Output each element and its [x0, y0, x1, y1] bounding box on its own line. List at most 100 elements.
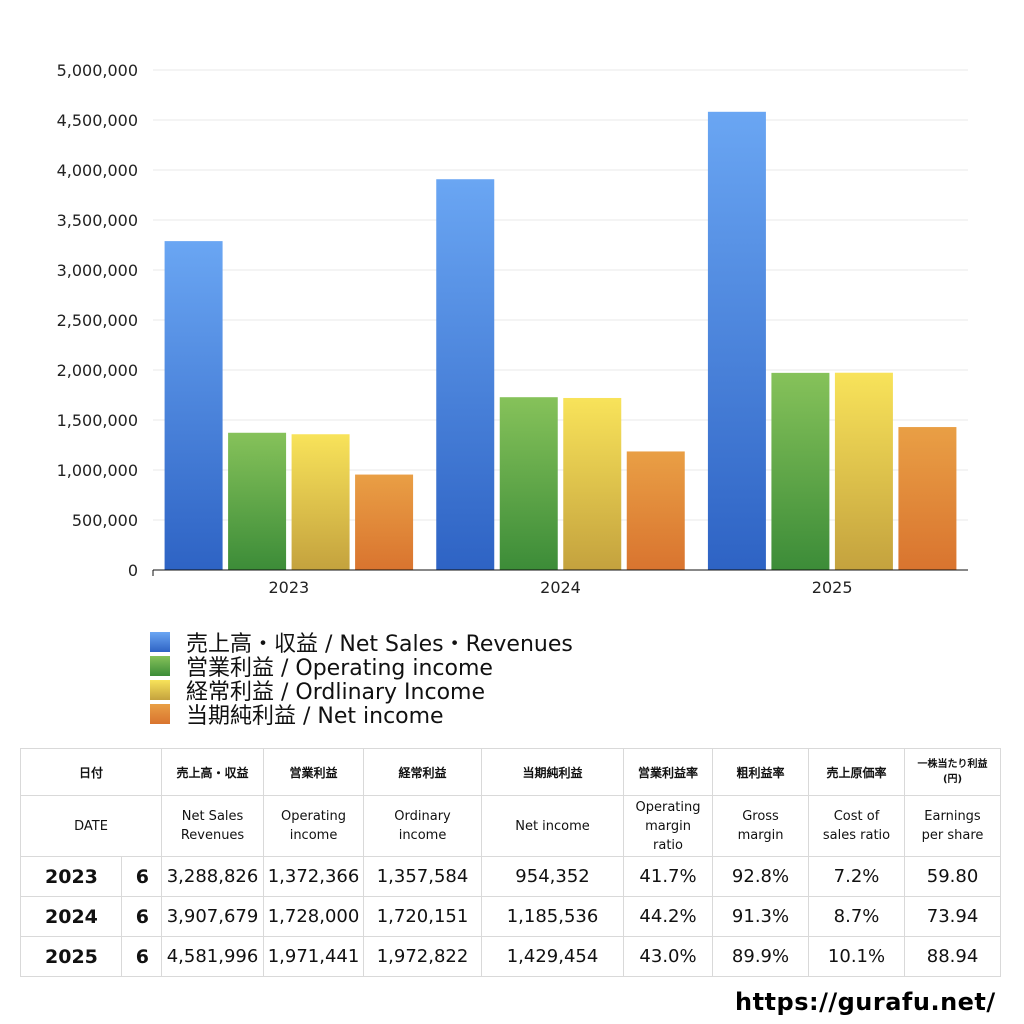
table-header-en: DATE Net Sales Revenues Operating income O… — [19, 795, 1002, 857]
header-eps-ja-line1: 一株当たり利益 — [917, 759, 988, 770]
cell-year: 2023 — [20, 856, 122, 897]
y-tick-label: 500,000 — [72, 511, 138, 530]
header-operating-en-1: Operating — [281, 809, 347, 824]
cell-gross: 89.9% — [712, 936, 810, 977]
y-tick-label: 4,000,000 — [57, 161, 138, 180]
cell-year: 2025 — [20, 936, 122, 977]
header-gross-ja: 粗利益率 — [712, 748, 810, 796]
cell-net: 1,185,536 — [481, 896, 625, 937]
header-operating-ja: 営業利益 — [263, 748, 365, 796]
header-eps-en-2: per share — [921, 828, 984, 843]
header-ordinary-en-1: Ordinary — [394, 809, 451, 824]
table-row: 2023 6 3,288,826 1,372,366 1,357,584 954… — [20, 856, 1002, 897]
cell-net: 954,352 — [481, 856, 625, 897]
cell-eps: 88.94 — [904, 936, 1002, 977]
y-tick-label: 1,500,000 — [57, 411, 138, 430]
header-gross-en-2: margin — [737, 828, 784, 843]
header-op-margin-ja: 営業利益率 — [623, 748, 714, 796]
y-tick-label: 2,000,000 — [57, 361, 138, 380]
cell-op-margin: 44.2% — [623, 896, 714, 937]
header-ordinary-ja: 経常利益 — [363, 748, 483, 796]
bar-net-2024 — [626, 451, 685, 570]
header-date-en: DATE — [19, 795, 163, 857]
cell-operating: 1,728,000 — [263, 896, 365, 937]
legend-swatch-net — [150, 704, 170, 724]
y-tick-label: 5,000,000 — [57, 61, 138, 80]
header-cost-ja: 売上原価率 — [808, 748, 906, 796]
legend-item-operating: 営業利益 / Operating income — [150, 654, 573, 681]
header-operating-en: Operating income — [263, 795, 365, 857]
legend-swatch-operating — [150, 656, 170, 676]
cell-year: 2024 — [20, 896, 122, 937]
header-gross-en: Gross margin — [712, 795, 810, 857]
bar-sales-2023 — [164, 241, 223, 570]
x-category-label: 2023 — [268, 578, 309, 597]
x-category-label: 2025 — [812, 578, 853, 597]
y-tick-label: 4,500,000 — [57, 111, 138, 130]
header-ordinary-en-2: income — [398, 828, 447, 843]
gridlines — [153, 69, 968, 521]
cell-operating: 1,372,366 — [263, 856, 365, 897]
header-op-margin-en-3: ratio — [653, 837, 683, 853]
y-tick-label: 0 — [128, 561, 138, 580]
header-cost-en: Cost of sales ratio — [808, 795, 906, 857]
cell-ordinary: 1,720,151 — [363, 896, 483, 937]
table-header-ja: 日付 売上高・収益 営業利益 経常利益 当期純利益 営業利益率 粗利益率 売上原… — [19, 748, 1002, 796]
bar-ordinary-2024 — [563, 397, 622, 570]
header-eps-ja-line2: (円) — [942, 774, 963, 785]
header-cost-en-1: Cost of — [833, 809, 880, 824]
bar-chart: 0 500,000 1,000,000 1,500,000 2,000,000 2,500… — [57, 61, 968, 597]
legend-label-sales: 売上高・収益 / Net Sales・Revenues — [186, 632, 573, 657]
cell-cost: 7.2% — [808, 856, 906, 897]
header-operating-en-2: income — [289, 828, 338, 843]
cell-net: 1,429,454 — [481, 936, 625, 977]
legend-item-net: 当期純利益 / Net income — [150, 702, 573, 729]
header-gross-en-1: Gross — [742, 809, 779, 824]
source-url[interactable]: https://gurafu.net/ — [735, 988, 996, 1016]
legend-swatch-sales — [150, 632, 170, 652]
cell-sales: 3,288,826 — [161, 856, 265, 897]
table-row: 2024 6 3,907,679 1,728,000 1,720,151 1,1… — [20, 896, 1002, 937]
header-cost-en-2: sales ratio — [822, 828, 891, 843]
bar-net-2025 — [898, 427, 957, 570]
legend-item-ordinary: 経常利益 / Ordlinary Income — [150, 678, 573, 705]
cell-eps: 59.80 — [904, 856, 1002, 897]
y-axis-ticks: 0 500,000 1,000,000 1,500,000 2,000,000 2,500… — [57, 61, 138, 580]
bar-operating-2025 — [771, 372, 830, 570]
header-eps-en: Earnings per share — [904, 795, 1002, 857]
header-op-margin-en-1: Operating — [635, 799, 701, 815]
cell-cost: 10.1% — [808, 936, 906, 977]
cell-sales: 3,907,679 — [161, 896, 265, 937]
bar-net-2023 — [355, 474, 414, 570]
header-net-ja: 当期純利益 — [481, 748, 625, 796]
y-tick-label: 3,000,000 — [57, 261, 138, 280]
bar-ordinary-2025 — [834, 372, 893, 570]
header-sales-en: Net Sales Revenues — [161, 795, 265, 857]
header-net-en: Net income — [481, 795, 625, 857]
legend-label-operating: 営業利益 / Operating income — [186, 656, 493, 681]
header-ordinary-en: Ordinary income — [363, 795, 483, 857]
bar-operating-2024 — [499, 397, 558, 570]
cell-op-margin: 43.0% — [623, 936, 714, 977]
x-category-label: 2024 — [540, 578, 581, 597]
legend-label-net: 当期純利益 / Net income — [186, 704, 444, 729]
y-tick-label: 1,000,000 — [57, 461, 138, 480]
cell-gross: 92.8% — [712, 856, 810, 897]
bar-sales-2024 — [436, 179, 495, 570]
cell-gross: 91.3% — [712, 896, 810, 937]
bar-sales-2025 — [707, 111, 766, 570]
cell-sales: 4,581,996 — [161, 936, 265, 977]
cell-ordinary: 1,972,822 — [363, 936, 483, 977]
bars — [164, 111, 957, 570]
bar-ordinary-2023 — [291, 434, 350, 570]
bar-operating-2023 — [228, 432, 287, 570]
legend-item-sales: 売上高・収益 / Net Sales・Revenues — [150, 630, 573, 657]
cell-cost: 8.7% — [808, 896, 906, 937]
cell-month: 6 — [120, 896, 163, 937]
header-sales-en-1: Net Sales — [181, 809, 244, 824]
cell-operating: 1,971,441 — [263, 936, 365, 977]
header-eps-en-1: Earnings — [924, 809, 981, 824]
cell-month: 6 — [120, 856, 163, 897]
header-eps-ja: 一株当たり利益 (円) — [904, 748, 1002, 796]
cell-eps: 73.94 — [904, 896, 1002, 937]
